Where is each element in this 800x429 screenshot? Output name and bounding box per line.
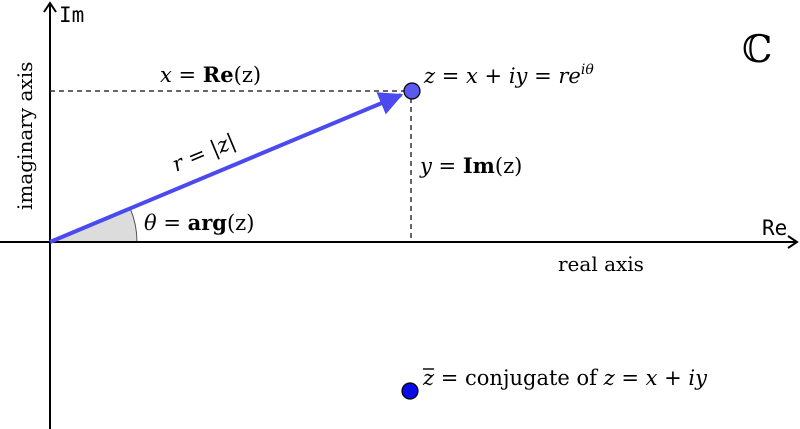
axis-label-im: Im — [59, 3, 84, 27]
point-z — [403, 82, 421, 100]
point-z-label: z = x + iy = reiθ — [423, 62, 594, 88]
modulus-label: r = |z| — [169, 129, 240, 178]
point-z-conjugate — [401, 382, 419, 400]
modulus-vector — [49, 92, 404, 244]
conjugate-label: z = conjugate of z = x + iy — [422, 366, 708, 390]
arg-label: θ = arg(z) — [144, 210, 254, 235]
real-axis-label: real axis — [558, 252, 644, 276]
im-label: y = Im(z) — [419, 153, 522, 178]
axis-label-re: Re — [762, 216, 787, 240]
imaginary-axis-arrow-icon — [43, 1, 57, 13]
real-axis-arrow-icon — [787, 235, 799, 249]
complex-plane-symbol: ℂ — [742, 27, 772, 71]
imaginary-axis-label: imaginary axis — [13, 62, 37, 210]
re-label: x = Re(z) — [160, 62, 261, 87]
